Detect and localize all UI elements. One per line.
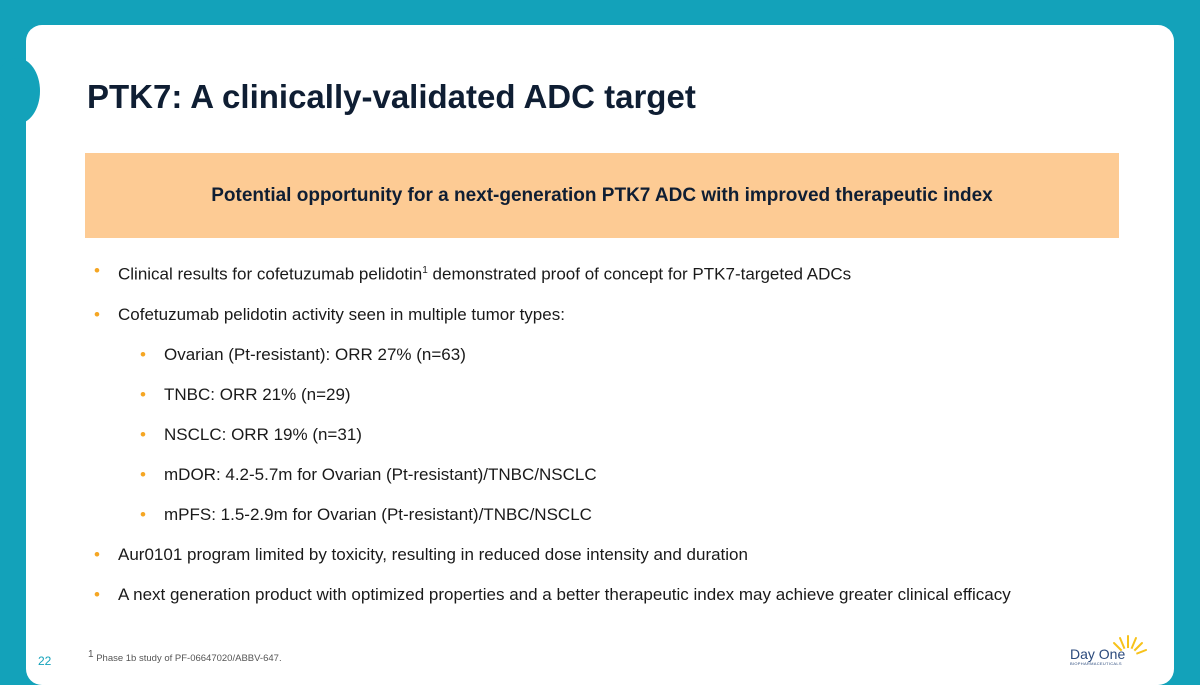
bullet-item: Clinical results for cofetuzumab pelidot… <box>94 256 1104 290</box>
company-logo: Day One BIOPHARMACEUTICALS <box>1068 633 1158 667</box>
decorative-tab <box>0 58 40 124</box>
slide-title: PTK7: A clinically-validated ADC target <box>87 78 696 115</box>
bullet-text: demonstrated proof of concept for PTK7-t… <box>427 264 852 284</box>
bullet-item: Aur0101 program limited by toxicity, res… <box>94 540 1104 570</box>
logo-subtitle: BIOPHARMACEUTICALS <box>1070 661 1122 666</box>
page-number: 22 <box>38 654 52 668</box>
footnote-marker: 1 <box>88 649 94 660</box>
sub-bullet-item: NSCLC: ORR 19% (n=31) <box>140 420 1104 450</box>
footnote-text: Phase 1b study of PF-06647020/ABBV-647. <box>93 653 282 665</box>
footnote-ref: 1 <box>422 265 428 276</box>
bullet-text: Clinical results for cofetuzumab pelidot… <box>118 264 423 284</box>
bullet-item: A next generation product with optimized… <box>94 580 1104 610</box>
sub-bullet-item: TNBC: ORR 21% (n=29) <box>140 380 1104 410</box>
sub-bullet-item: Ovarian (Pt-resistant): ORR 27% (n=63) <box>140 340 1104 370</box>
banner-text: Potential opportunity for a next-generat… <box>211 184 993 206</box>
highlight-banner: Potential opportunity for a next-generat… <box>85 153 1119 238</box>
sun-icon <box>1113 635 1147 659</box>
bullet-item: Cofetuzumab pelidotin activity seen in m… <box>94 300 1104 330</box>
footnote: 1 Phase 1b study of PF-06647020/ABBV-647… <box>88 649 282 664</box>
sub-bullet-item: mDOR: 4.2-5.7m for Ovarian (Pt-resistant… <box>140 460 1104 490</box>
bullet-list: Clinical results for cofetuzumab pelidot… <box>94 256 1104 620</box>
sub-bullet-item: mPFS: 1.5-2.9m for Ovarian (Pt-resistant… <box>140 500 1104 530</box>
logo-name: Day One <box>1070 646 1126 662</box>
